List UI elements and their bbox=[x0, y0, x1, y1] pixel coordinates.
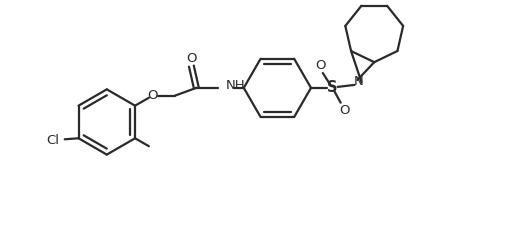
Text: O: O bbox=[186, 52, 197, 65]
Text: O: O bbox=[340, 104, 350, 117]
Text: S: S bbox=[328, 80, 338, 95]
Text: O: O bbox=[148, 89, 158, 102]
Text: N: N bbox=[354, 75, 363, 89]
Text: O: O bbox=[316, 59, 326, 72]
Text: Cl: Cl bbox=[46, 134, 59, 147]
Text: NH: NH bbox=[226, 79, 245, 92]
